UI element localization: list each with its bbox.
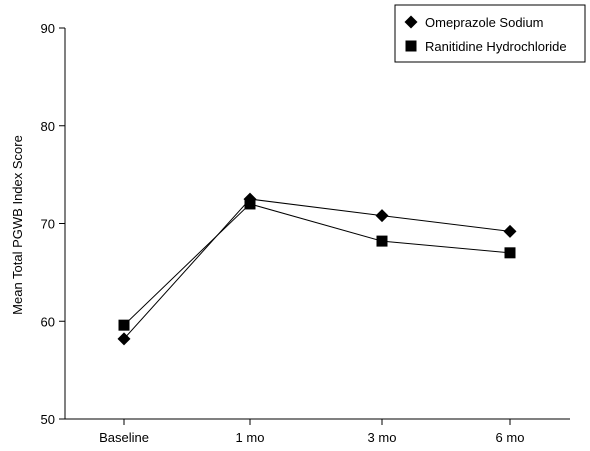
axes: [64, 28, 570, 420]
series-0: [117, 192, 517, 346]
y-tick-label: 90: [41, 21, 55, 36]
legend-box: [394, 4, 586, 63]
y-tick-label: 80: [41, 119, 55, 134]
series-line: [123, 203, 511, 326]
data-point-diamond: [117, 332, 131, 346]
legend-marker-diamond: [404, 15, 418, 29]
data-point-square: [244, 198, 256, 210]
data-point-square: [118, 319, 130, 331]
data-point-diamond: [375, 209, 389, 223]
series-line: [123, 198, 511, 340]
data-point-square: [504, 247, 516, 259]
y-tick-label: 60: [41, 314, 55, 329]
legend-marker-square: [405, 40, 417, 52]
series-group: [117, 192, 517, 346]
y-tick-label: 70: [41, 217, 55, 232]
x-tick-label: Baseline: [99, 430, 149, 445]
x-tick-label: 3 mo: [368, 430, 397, 445]
y-axis-ticks: 50 60 70 80 90: [41, 21, 65, 427]
legend: Omeprazole Sodium Ranitidine Hydrochlorid…: [394, 4, 586, 63]
legend-label: Omeprazole Sodium: [425, 15, 544, 30]
data-point-square: [376, 235, 388, 247]
y-tick-label: 50: [41, 412, 55, 427]
data-point-diamond: [503, 224, 517, 238]
legend-label: Ranitidine Hydrochloride: [425, 39, 567, 54]
x-axis-ticks: Baseline 1 mo 3 mo 6 mo: [99, 419, 524, 445]
x-tick-label: 6 mo: [496, 430, 525, 445]
series-1: [118, 198, 516, 331]
y-axis-title: Mean Total PGWB Index Score: [10, 135, 25, 315]
x-tick-label: 1 mo: [236, 430, 265, 445]
